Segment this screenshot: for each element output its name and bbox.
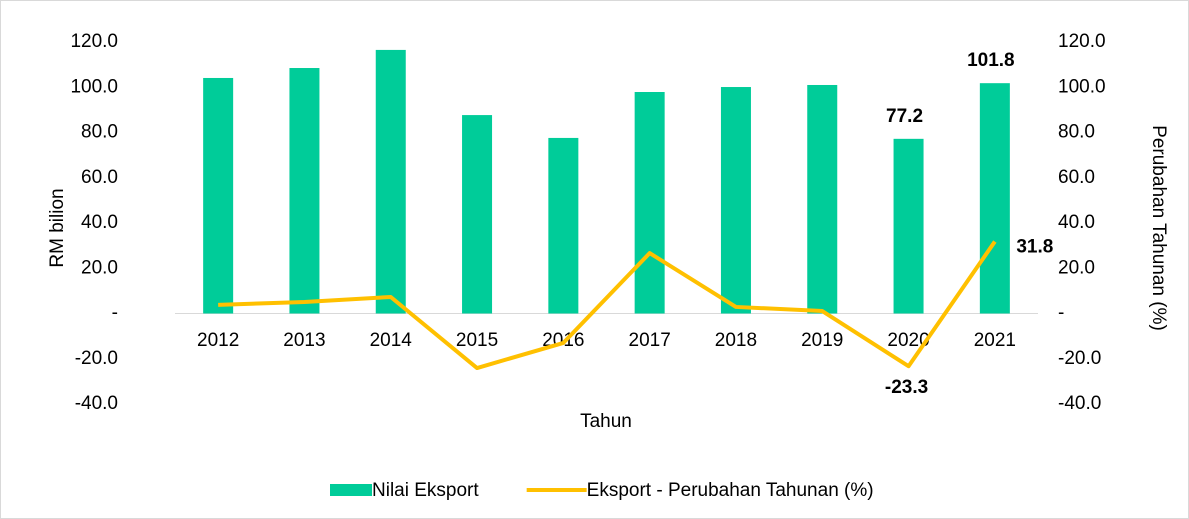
legend-label: Nilai Eksport xyxy=(372,480,479,501)
bar xyxy=(979,83,1010,314)
y2-tick-label: 120.0 xyxy=(1058,31,1106,52)
bar xyxy=(203,77,234,314)
y-tick-label: 120.0 xyxy=(70,31,118,52)
y2-tick-label: 20.0 xyxy=(1058,257,1095,278)
data-label: 77.2 xyxy=(886,106,923,127)
y2-tick-label: 40.0 xyxy=(1058,212,1095,233)
bar xyxy=(462,115,493,314)
x-axis-label: Tahun xyxy=(580,411,632,432)
legend-swatch xyxy=(330,484,372,496)
y2-tick-label: -40.0 xyxy=(1058,393,1101,414)
bar xyxy=(807,84,838,314)
x-tick-label: 2014 xyxy=(370,330,413,351)
x-tick-label: 2019 xyxy=(801,330,843,351)
data-label: 101.8 xyxy=(967,50,1015,71)
y2-tick-label: 100.0 xyxy=(1058,76,1106,97)
y-axis-label: RM bilion xyxy=(47,188,68,267)
legend-label: Eksport - Perubahan Tahunan (%) xyxy=(587,480,874,501)
x-tick-label: 2018 xyxy=(715,330,757,351)
data-label: -23.3 xyxy=(885,377,928,398)
bar xyxy=(548,137,579,314)
line xyxy=(218,240,997,371)
x-tick-label: 2021 xyxy=(974,330,1016,351)
bar xyxy=(634,92,665,314)
y-tick-label: 20.0 xyxy=(81,257,118,278)
y-tick-label: -20.0 xyxy=(75,348,118,369)
bar xyxy=(375,49,406,314)
data-label: 31.8 xyxy=(1016,237,1053,258)
bar xyxy=(893,138,924,314)
y-tick-label: 100.0 xyxy=(70,76,118,97)
y-tick-label: - xyxy=(112,303,118,324)
x-tick-label: 2015 xyxy=(456,330,498,351)
x-tick-label: 2020 xyxy=(887,330,929,351)
y2-tick-label: - xyxy=(1058,303,1064,324)
x-tick-label: 2012 xyxy=(197,330,239,351)
y-tick-label: 40.0 xyxy=(81,212,118,233)
x-tick-label: 2013 xyxy=(283,330,325,351)
y-tick-label: -40.0 xyxy=(75,393,118,414)
y-tick-label: 60.0 xyxy=(81,167,118,188)
y-tick-label: 80.0 xyxy=(81,122,118,143)
y2-tick-label: 60.0 xyxy=(1058,167,1095,188)
x-tick-label: 2017 xyxy=(629,330,671,351)
y2-tick-label: 80.0 xyxy=(1058,122,1095,143)
y2-tick-label: -20.0 xyxy=(1058,348,1101,369)
y2-axis-label: Perubahan Tahunan (%) xyxy=(1148,125,1169,331)
bar xyxy=(720,87,751,314)
bar xyxy=(289,68,320,314)
